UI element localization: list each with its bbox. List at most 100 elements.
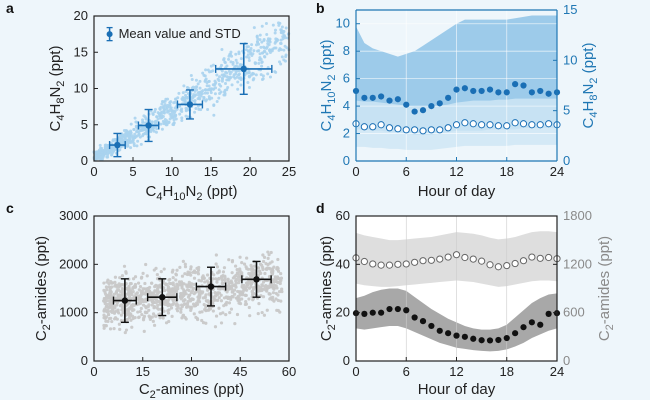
scatter-point xyxy=(196,299,200,303)
scatter-point xyxy=(265,308,269,312)
scatter-point xyxy=(144,117,148,121)
y-axis-right-label-part: 8 xyxy=(588,95,600,101)
scatter-point xyxy=(240,297,244,301)
scatter-point xyxy=(174,117,178,121)
scatter-point xyxy=(97,152,101,156)
y-tick-left-label: 4 xyxy=(343,98,350,113)
x-tick-label: 0 xyxy=(90,364,97,379)
scatter-point xyxy=(219,321,224,325)
scatter-point xyxy=(274,28,278,32)
scatter-point xyxy=(168,117,172,121)
y-axis-left-label-part: 2 xyxy=(326,74,338,80)
scatter-point xyxy=(235,312,240,317)
scatter-point xyxy=(105,155,109,159)
scatter-point xyxy=(257,302,261,306)
scatter-point xyxy=(237,290,241,294)
scatter-point xyxy=(249,271,253,275)
scatter-point xyxy=(186,299,190,304)
y-axis-label-part: (ppt) xyxy=(47,46,64,81)
scatter-point xyxy=(261,253,265,257)
scatter-point xyxy=(152,305,157,309)
scatter-point xyxy=(103,146,107,150)
scatter-point xyxy=(192,276,197,280)
scatter-point xyxy=(103,316,107,320)
scatter-point xyxy=(152,268,156,272)
scatter-point xyxy=(228,311,232,315)
point-c2-amides xyxy=(411,258,419,266)
scatter-point xyxy=(180,116,184,120)
scatter-point xyxy=(270,298,275,302)
x-tick-label: 20 xyxy=(243,164,257,179)
scatter-point xyxy=(274,40,278,44)
scatter-point xyxy=(112,311,117,315)
scatter-point xyxy=(223,276,227,280)
scatter-point xyxy=(230,290,234,294)
scatter-point xyxy=(141,118,145,122)
scatter-point xyxy=(115,303,119,307)
scatter-point xyxy=(248,314,252,318)
scatter-point xyxy=(261,77,265,81)
x-axis-label-part: N xyxy=(186,183,197,200)
x-axis-label: C4H10N2 (ppt) xyxy=(145,183,237,203)
scatter-point xyxy=(175,107,179,111)
scatter-point xyxy=(161,106,165,110)
scatter-point xyxy=(136,310,140,314)
scatter-point xyxy=(146,286,150,291)
scatter-point xyxy=(266,42,270,46)
scatter-point xyxy=(113,280,117,284)
scatter-point xyxy=(145,132,149,136)
scatter-point xyxy=(108,294,113,298)
scatter-point xyxy=(274,297,278,301)
scatter-point xyxy=(175,307,179,311)
scatter-point xyxy=(202,302,206,307)
scatter-point xyxy=(230,271,234,275)
y-axis-left-label-part: C xyxy=(318,121,335,132)
scatter-point xyxy=(134,292,138,296)
scatter-point xyxy=(218,312,223,316)
scatter-point xyxy=(260,40,264,44)
scatter-point xyxy=(197,265,201,270)
scatter-point xyxy=(225,64,229,68)
scatter-point xyxy=(142,329,146,333)
scatter-point xyxy=(214,277,218,281)
scatter-point xyxy=(222,90,226,94)
scatter-point xyxy=(273,277,277,281)
x-axis-label-part: (ppt) xyxy=(203,183,238,200)
scatter-point xyxy=(188,297,192,302)
scatter-point xyxy=(237,270,242,274)
scatter-point xyxy=(112,326,116,331)
point-c2-amides xyxy=(360,257,368,266)
point-c2-amines xyxy=(403,307,410,314)
scatter-point xyxy=(258,58,262,62)
scatter-point xyxy=(233,322,237,326)
scatter-point xyxy=(133,316,137,320)
scatter-point xyxy=(115,288,119,293)
scatter-point xyxy=(227,54,231,58)
scatter-point xyxy=(264,22,268,26)
y-tick-left-label: 2 xyxy=(343,126,350,141)
scatter-point xyxy=(234,58,238,62)
y-tick-right-label: 10 xyxy=(563,52,577,67)
panel-label-a: a xyxy=(6,0,14,16)
y-axis-right-label-part: N xyxy=(580,84,597,95)
scatter-point xyxy=(204,68,208,72)
scatter-point xyxy=(217,88,221,92)
scatter-point xyxy=(204,293,208,297)
scatter-point xyxy=(141,303,146,307)
y-axis-label-part: C xyxy=(47,120,64,131)
scatter-point xyxy=(247,271,251,276)
point-c4h10n2 xyxy=(503,89,510,96)
scatter-point xyxy=(217,96,221,100)
scatter-point xyxy=(129,282,133,286)
scatter-point xyxy=(197,278,201,282)
scatter-point xyxy=(172,121,176,125)
scatter-point xyxy=(191,286,195,290)
scatter-point xyxy=(138,135,142,139)
scatter-point xyxy=(117,282,121,286)
scatter-point xyxy=(106,299,110,303)
scatter-point xyxy=(263,54,267,58)
scatter-point xyxy=(261,74,265,78)
point-c2-amines xyxy=(419,318,427,325)
scatter-point xyxy=(284,55,288,59)
scatter-point xyxy=(136,130,140,134)
